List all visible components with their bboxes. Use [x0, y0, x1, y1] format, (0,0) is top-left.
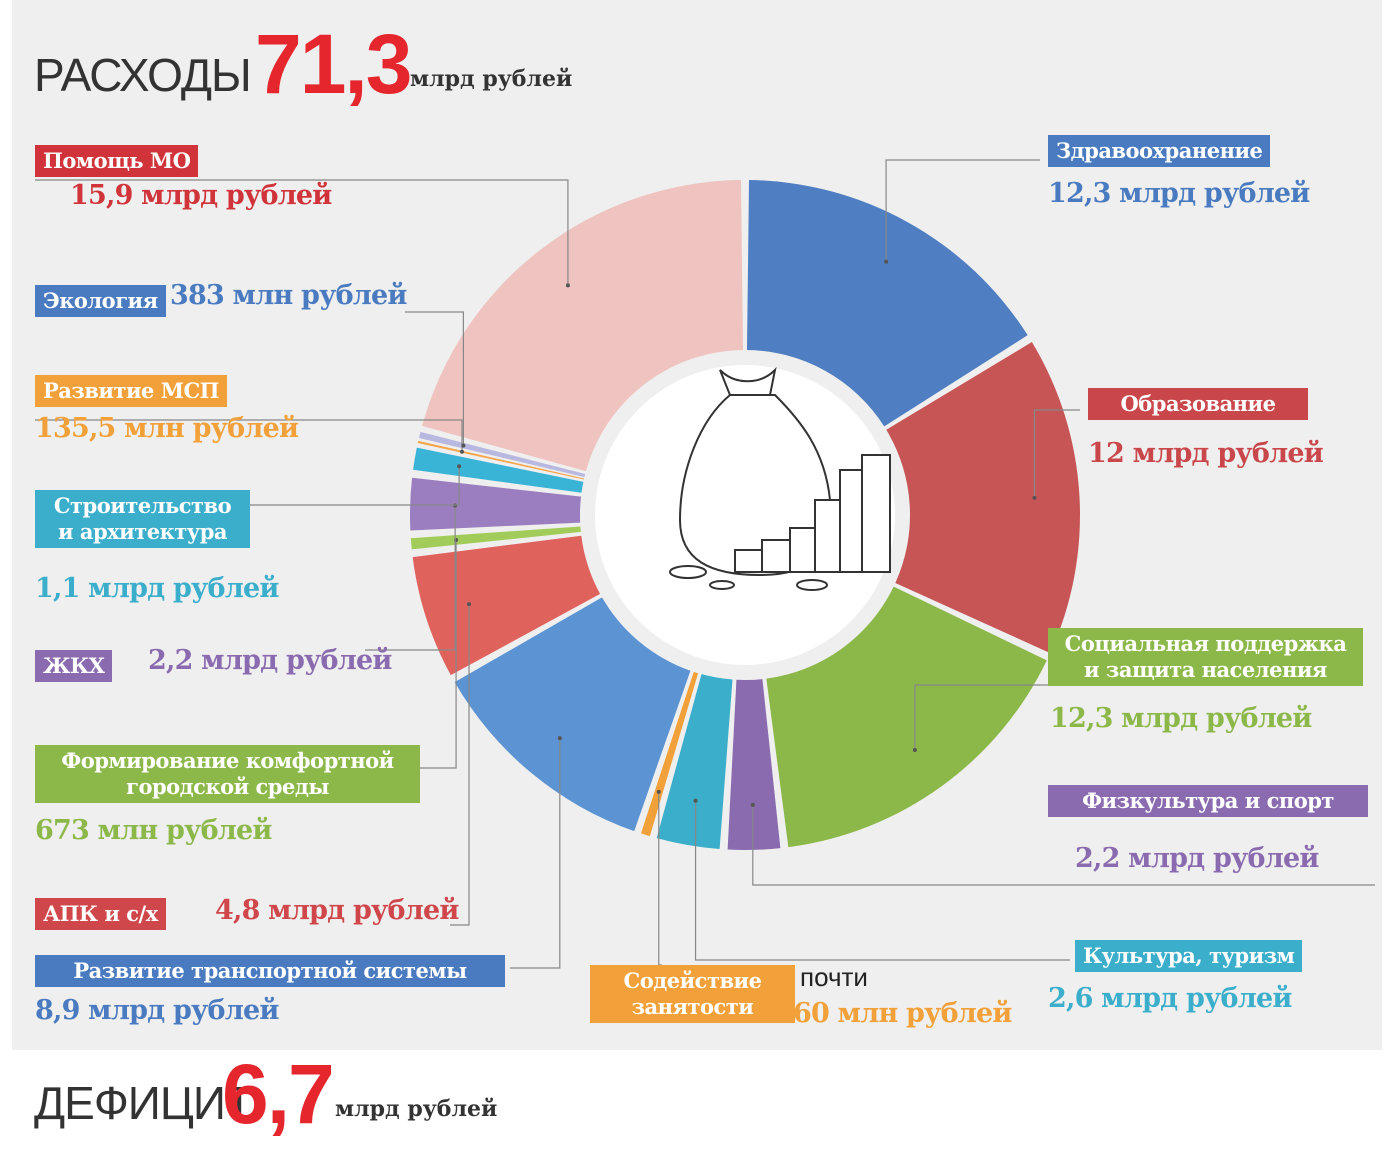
leader-dot [657, 790, 661, 794]
category-label: ЖКХ [35, 650, 112, 682]
value-label: 560 млн рублей [775, 998, 1012, 1029]
leader-line [659, 792, 662, 965]
infographic: РАСХОДЫ 71,3 млрд рублей ДЕФИЦИТ 6,7 млр… [0, 0, 1396, 1153]
category-label: Помощь МО [35, 145, 198, 177]
leader-dot [460, 450, 464, 454]
value-label: 383 млн рублей [170, 280, 407, 311]
category-label: Строительство и архитектура [35, 490, 250, 548]
category-label: Развитие МСП [35, 375, 227, 407]
leader-dot [1032, 496, 1036, 500]
value-label: 12,3 млрд рублей [1050, 703, 1312, 734]
value-label: 2,2 млрд рублей [1075, 843, 1319, 874]
leader-dot [461, 444, 465, 448]
category-label: АПК и с/х [35, 898, 166, 930]
leader-dot [457, 464, 461, 468]
category-label: Физкультура и спорт [1048, 785, 1368, 817]
category-label: Экология [35, 285, 166, 317]
leader-dot [467, 602, 471, 606]
leader-dot [884, 260, 888, 264]
category-label: Социальная поддержка и защита населения [1048, 628, 1363, 686]
category-label: Здравоохранение [1048, 135, 1270, 167]
category-label: Содействие занятости [590, 965, 795, 1023]
value-label: 1,1 млрд рублей [35, 573, 279, 604]
value-label: 4,8 млрд рублей [215, 895, 459, 926]
value-label: 2,6 млрд рублей [1048, 983, 1292, 1014]
value-label: 2,2 млрд рублей [148, 645, 392, 676]
leader-dot [751, 803, 755, 807]
value-label: 12 млрд рублей [1088, 438, 1323, 469]
category-label: Формирование комфортной городской среды [35, 745, 420, 803]
leader-dot [913, 748, 917, 752]
value-label: 135,5 млн рублей [35, 413, 298, 444]
leader-dot [694, 799, 698, 803]
value-prefix: почти [800, 962, 868, 993]
value-label: 15,9 млрд рублей [70, 180, 332, 211]
value-label: 673 млн рублей [35, 815, 272, 846]
value-label: 8,9 млрд рублей [35, 995, 279, 1026]
value-label: 12,3 млрд рублей [1048, 178, 1310, 209]
category-label: Образование [1088, 388, 1308, 420]
leader-dot [566, 283, 570, 287]
category-label: Культура, туризм [1075, 940, 1302, 972]
category-label: Развитие транспортной системы [35, 955, 505, 987]
leader-dot [558, 736, 562, 740]
